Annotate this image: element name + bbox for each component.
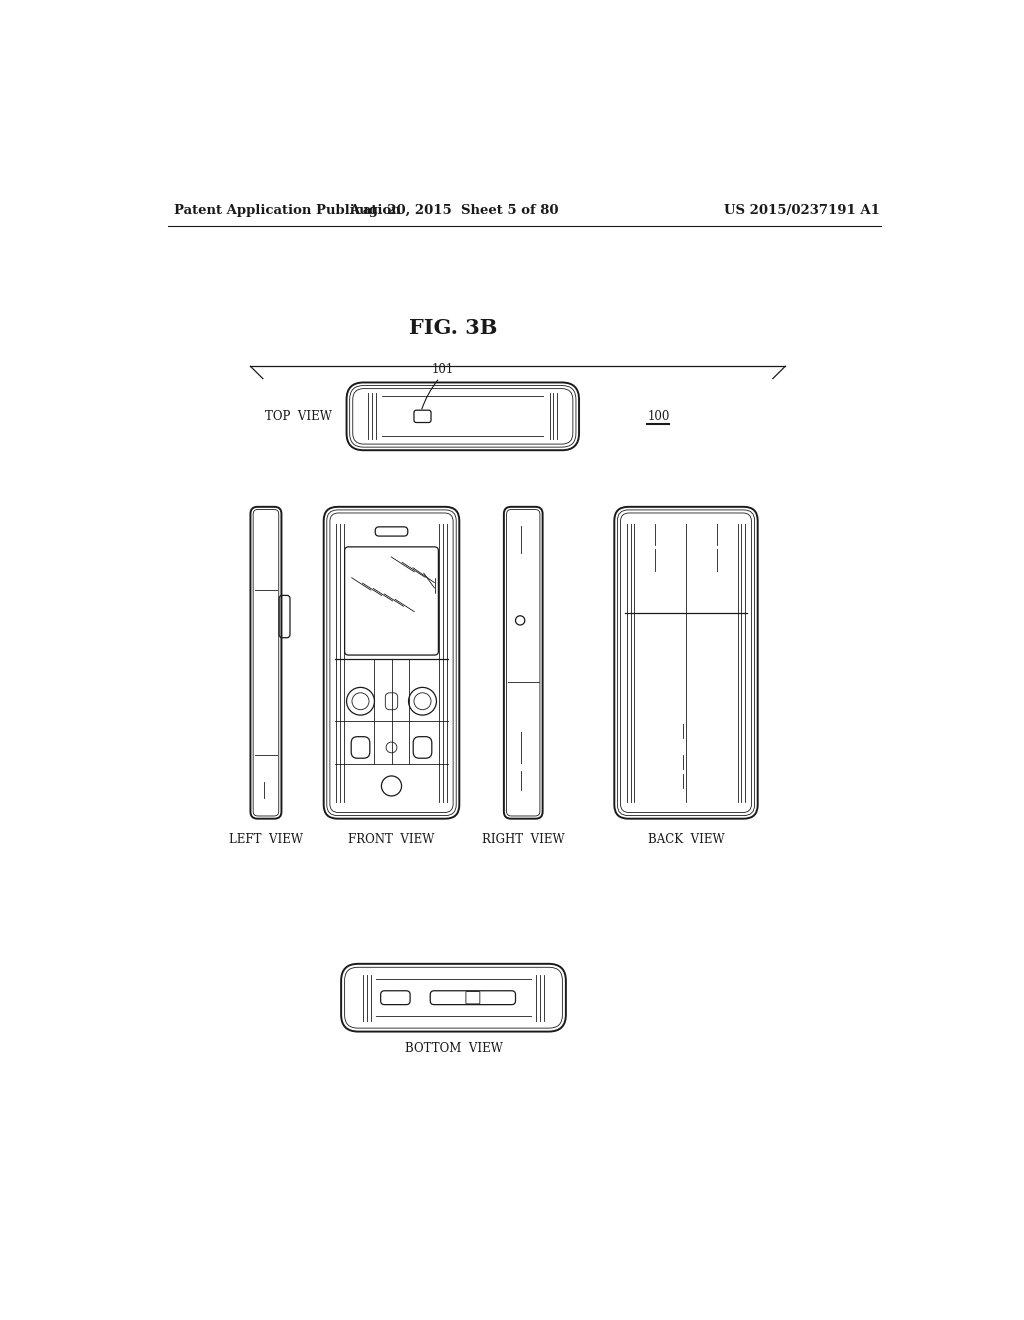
Text: RIGHT  VIEW: RIGHT VIEW	[482, 833, 564, 846]
Text: Aug. 20, 2015  Sheet 5 of 80: Aug. 20, 2015 Sheet 5 of 80	[349, 205, 558, 218]
Text: TOP  VIEW: TOP VIEW	[265, 409, 332, 422]
Text: LEFT  VIEW: LEFT VIEW	[229, 833, 303, 846]
Text: FIG. 3B: FIG. 3B	[410, 318, 498, 338]
Text: BACK  VIEW: BACK VIEW	[648, 833, 724, 846]
Text: US 2015/0237191 A1: US 2015/0237191 A1	[724, 205, 881, 218]
Text: Patent Application Publication: Patent Application Publication	[174, 205, 401, 218]
Text: BOTTOM  VIEW: BOTTOM VIEW	[404, 1043, 503, 1056]
Text: FRONT  VIEW: FRONT VIEW	[348, 833, 434, 846]
Text: 100: 100	[647, 409, 670, 422]
Text: 101: 101	[432, 363, 454, 376]
